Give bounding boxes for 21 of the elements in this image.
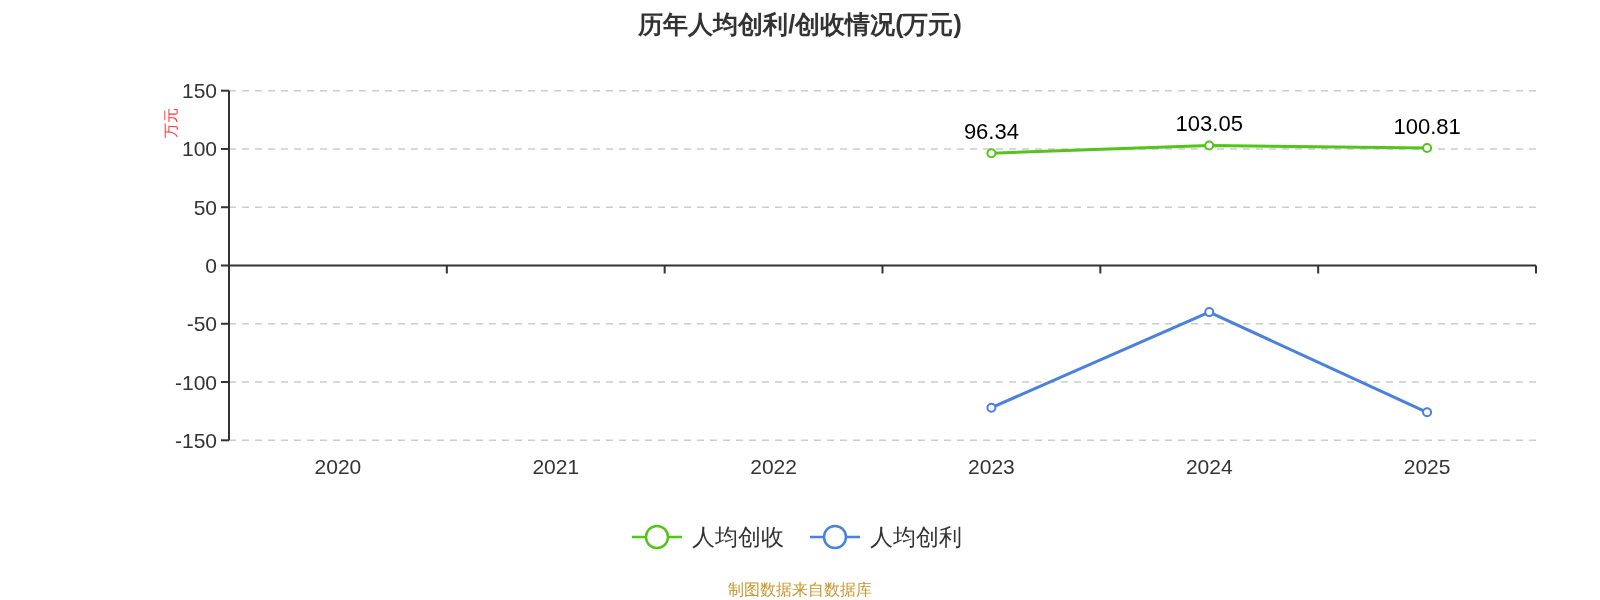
x-tick-label: 2023 <box>968 454 1015 478</box>
y-tick-label: 0 <box>205 254 217 277</box>
x-tick-label: 2025 <box>1403 454 1451 478</box>
data-label: 100.81 <box>1393 113 1461 139</box>
data-label: 103.05 <box>1175 110 1243 136</box>
title: 历年人均创利/创收情况(万元) <box>638 10 962 38</box>
legend-label: 人均创收 <box>692 524 784 550</box>
data-label: 96.34 <box>963 118 1019 144</box>
annotation: 制图数据来自数据库 <box>728 580 872 598</box>
y-tick-label: -150 <box>174 428 217 452</box>
x-tick-label: 2020 <box>314 454 362 478</box>
y-tick-label: 150 <box>181 79 217 103</box>
y-tick-label: 100 <box>181 137 217 161</box>
y-tick-label: 50 <box>193 195 217 219</box>
y-tick-label: -100 <box>174 370 217 394</box>
x-tick-label: 2021 <box>532 454 580 478</box>
x-tick-label: 2024 <box>1185 454 1233 478</box>
y-axis-title: 万元 <box>161 107 179 138</box>
legend-label: 人均创利 <box>870 524 962 550</box>
x-tick-label: 2022 <box>750 454 797 478</box>
y-tick-label: -50 <box>186 312 217 336</box>
